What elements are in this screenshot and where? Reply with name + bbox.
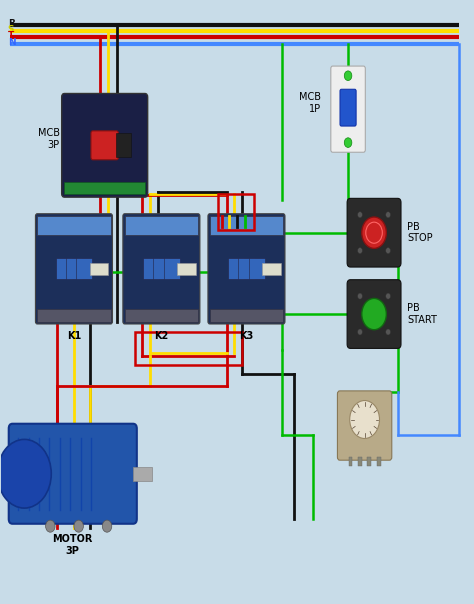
Bar: [64, 182, 145, 193]
FancyBboxPatch shape: [347, 198, 401, 267]
Bar: [218, 193, 254, 230]
Bar: [358, 457, 362, 466]
Circle shape: [362, 298, 386, 330]
Bar: [263, 263, 281, 275]
Text: K2: K2: [154, 330, 169, 341]
Circle shape: [350, 400, 380, 439]
Text: MOTOR
3P: MOTOR 3P: [53, 534, 93, 556]
Circle shape: [386, 329, 391, 335]
Text: MCB
3P: MCB 3P: [38, 129, 60, 150]
FancyBboxPatch shape: [340, 89, 356, 126]
FancyBboxPatch shape: [91, 131, 118, 160]
Bar: [37, 216, 110, 235]
Text: R: R: [8, 19, 15, 28]
Circle shape: [46, 520, 55, 532]
FancyBboxPatch shape: [331, 66, 365, 152]
Bar: [143, 259, 159, 280]
Bar: [238, 259, 255, 280]
Bar: [125, 216, 198, 235]
Circle shape: [344, 71, 352, 80]
Bar: [133, 466, 152, 481]
Bar: [377, 457, 381, 466]
Circle shape: [74, 520, 83, 532]
Bar: [136, 332, 242, 365]
Bar: [76, 259, 92, 280]
Bar: [177, 263, 196, 275]
Text: K3: K3: [239, 330, 254, 341]
Text: T: T: [8, 31, 14, 40]
Circle shape: [358, 329, 362, 335]
Bar: [164, 259, 180, 280]
Circle shape: [386, 212, 391, 218]
Circle shape: [358, 212, 362, 218]
FancyBboxPatch shape: [36, 214, 112, 324]
Bar: [37, 309, 110, 321]
Text: N: N: [8, 39, 16, 47]
Bar: [228, 259, 244, 280]
Circle shape: [362, 217, 386, 248]
Text: MCB
1P: MCB 1P: [299, 92, 321, 114]
Bar: [117, 133, 131, 158]
Bar: [125, 309, 198, 321]
Bar: [55, 259, 72, 280]
FancyBboxPatch shape: [62, 94, 148, 197]
FancyBboxPatch shape: [123, 214, 200, 324]
Bar: [210, 216, 283, 235]
FancyBboxPatch shape: [9, 424, 137, 524]
Text: S: S: [8, 25, 14, 34]
Text: PB
START: PB START: [407, 303, 437, 325]
FancyBboxPatch shape: [337, 391, 392, 460]
Bar: [210, 309, 283, 321]
Bar: [153, 259, 169, 280]
Bar: [348, 457, 352, 466]
Bar: [249, 259, 265, 280]
Circle shape: [358, 293, 362, 299]
FancyBboxPatch shape: [347, 280, 401, 349]
Circle shape: [386, 293, 391, 299]
Circle shape: [358, 248, 362, 254]
Bar: [66, 259, 82, 280]
Bar: [90, 263, 108, 275]
Bar: [367, 457, 371, 466]
Circle shape: [344, 138, 352, 147]
Circle shape: [386, 248, 391, 254]
Circle shape: [0, 439, 51, 508]
Text: PB
STOP: PB STOP: [407, 222, 433, 243]
Text: K1: K1: [67, 330, 81, 341]
Circle shape: [102, 520, 112, 532]
FancyBboxPatch shape: [208, 214, 285, 324]
